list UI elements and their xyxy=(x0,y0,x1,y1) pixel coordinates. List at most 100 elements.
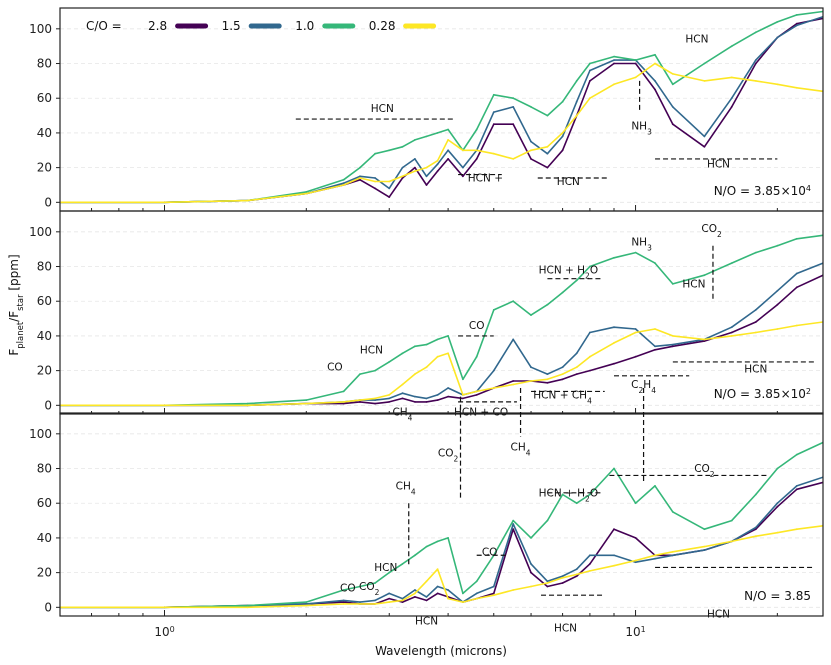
series-point xyxy=(359,601,361,603)
series-point xyxy=(475,128,478,131)
annotation: HCN xyxy=(371,103,394,115)
series-point xyxy=(359,166,361,169)
series-point xyxy=(388,196,391,199)
series-point xyxy=(425,596,428,598)
series-point xyxy=(388,571,391,574)
series-point xyxy=(246,199,249,202)
series-point xyxy=(414,170,416,173)
series-point xyxy=(776,36,779,39)
series-point xyxy=(436,355,439,358)
series-point xyxy=(730,331,733,334)
series-point xyxy=(654,262,656,264)
series-point xyxy=(342,599,345,602)
series-point xyxy=(436,163,439,166)
series-point xyxy=(776,467,779,470)
series-point xyxy=(492,592,495,595)
series-point xyxy=(730,335,733,337)
series-point xyxy=(671,343,674,346)
series-point xyxy=(425,397,428,400)
series-point xyxy=(546,585,549,588)
series-point xyxy=(561,100,564,103)
annotation: CO2 xyxy=(694,463,715,479)
series-point xyxy=(589,493,591,496)
series-point xyxy=(703,549,706,551)
y-tick-label: 60 xyxy=(37,294,52,308)
series-point xyxy=(246,402,249,405)
series-line-2.8 xyxy=(60,274,823,407)
annotation: HCN xyxy=(415,616,438,628)
series-point xyxy=(163,404,166,407)
series-point xyxy=(475,592,478,595)
series-point xyxy=(561,291,564,294)
series-line-2.8 xyxy=(60,17,823,204)
series-point xyxy=(475,355,478,358)
annotation: CH4 xyxy=(511,441,531,457)
series-point xyxy=(492,309,495,311)
series-point xyxy=(436,399,439,401)
annotation: HCN xyxy=(744,363,767,375)
series-point xyxy=(671,550,674,553)
series-point xyxy=(374,399,376,401)
series-point xyxy=(575,80,578,82)
series-point xyxy=(374,180,376,183)
series-point xyxy=(634,502,637,505)
series-point xyxy=(401,145,404,148)
series-point xyxy=(575,114,578,117)
series-point xyxy=(671,83,674,86)
series-point xyxy=(776,328,779,330)
series-point xyxy=(342,184,345,186)
series-point xyxy=(671,283,674,285)
series-point xyxy=(703,545,706,548)
series-point xyxy=(795,14,798,16)
annotation: HCN xyxy=(707,609,730,621)
series-point xyxy=(462,378,464,381)
annotation: C2H4 xyxy=(631,379,656,395)
annotation: HCN + xyxy=(468,173,503,185)
series-point xyxy=(613,55,615,58)
series-point xyxy=(575,568,578,571)
series-point xyxy=(447,537,449,539)
series-point xyxy=(447,335,449,337)
series-point xyxy=(561,576,564,579)
annotation: NH3 xyxy=(631,237,652,253)
series-point xyxy=(425,366,428,369)
series-point xyxy=(754,528,757,531)
series-point xyxy=(374,599,376,602)
series-group xyxy=(60,234,823,407)
series-point xyxy=(613,554,615,557)
series-point xyxy=(359,177,361,179)
series-point xyxy=(401,175,404,178)
series-point xyxy=(414,589,416,591)
y-tick-label: 20 xyxy=(37,161,52,175)
annotation: HCN + CH4 xyxy=(533,389,592,405)
series-point xyxy=(388,361,391,363)
series-point xyxy=(447,597,449,600)
series-point xyxy=(342,178,345,181)
series-point xyxy=(575,279,578,282)
series-point xyxy=(530,314,532,316)
series-point xyxy=(589,331,591,334)
series-point xyxy=(401,392,404,395)
series-point xyxy=(613,467,615,470)
series-point xyxy=(613,342,615,344)
y-tick-label: 20 xyxy=(37,364,52,378)
series-point xyxy=(561,373,564,375)
series-point xyxy=(342,589,345,591)
series-point xyxy=(436,132,439,134)
series-point xyxy=(561,366,564,369)
series-point xyxy=(246,404,249,407)
series-point xyxy=(671,554,674,557)
series-point xyxy=(436,159,439,162)
series-point xyxy=(462,394,464,396)
series-point xyxy=(530,140,532,143)
series-point xyxy=(561,378,564,381)
series-point xyxy=(492,152,495,155)
series-point xyxy=(575,100,578,103)
series-point xyxy=(342,601,345,603)
series-point xyxy=(475,390,478,393)
series-point xyxy=(776,502,779,505)
series-point xyxy=(436,585,439,588)
series-point xyxy=(374,582,376,584)
series-point xyxy=(703,340,706,342)
